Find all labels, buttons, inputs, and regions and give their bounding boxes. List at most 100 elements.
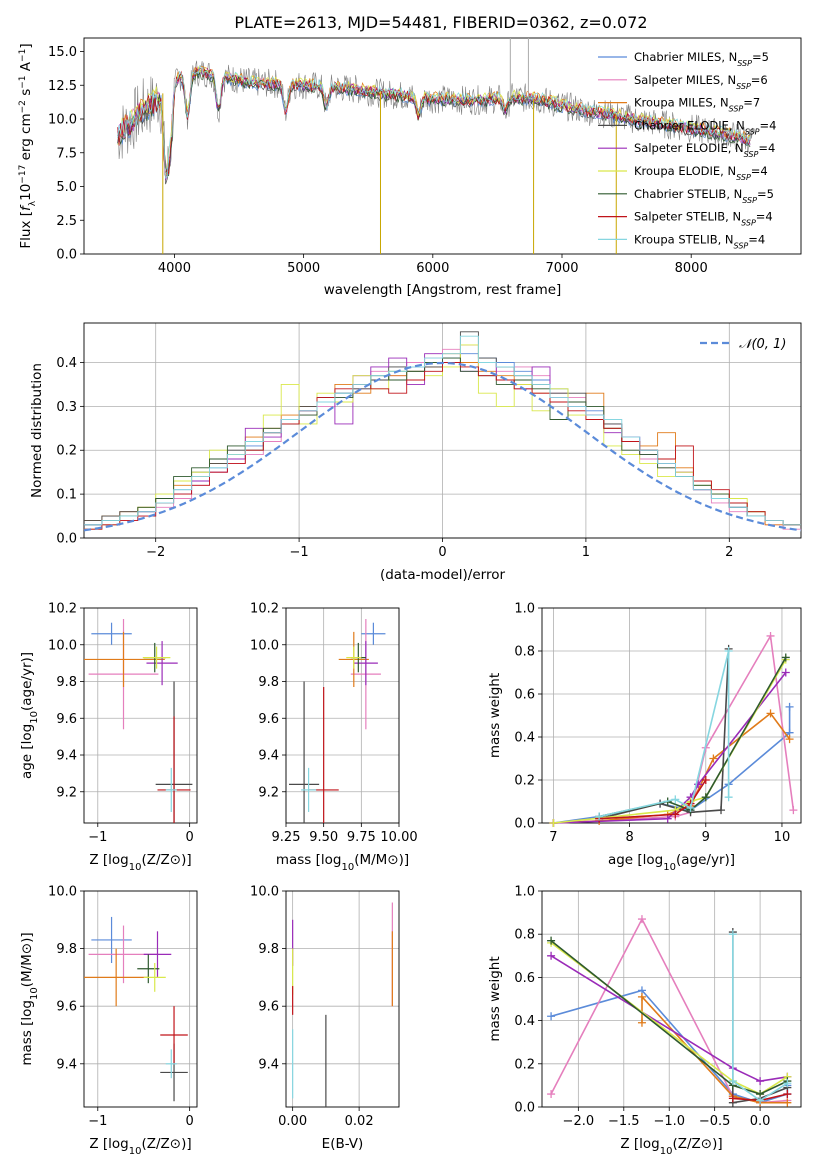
age-vs-mass-ytick-label: 9.6: [258, 712, 279, 727]
massweight-vs-Z-series-marker: [637, 1018, 646, 1027]
age-vs-mass-xlabel: mass [log10(M/M⊙)]: [276, 852, 409, 873]
massweight-vs-age-ylabel: mass weight: [487, 673, 503, 758]
age-vs-Z-ytick-label: 9.6: [56, 712, 77, 727]
spectrum-legend-entry: Kroupa ELODIE, NSSP=4: [634, 164, 768, 182]
spectrum-legend-entry: Kroupa MILES, NSSP=7: [634, 96, 760, 114]
spectrum-xtick-label: 6000: [416, 261, 449, 276]
massweight-vs-Z-series-marker: [637, 992, 646, 1001]
spectrum-legend-entry: Chabrier MILES, NSSP=5: [634, 50, 769, 68]
massweight-vs-age-series-marker: [785, 735, 794, 744]
massweight-vs-age-series-marker: [671, 810, 680, 819]
massweight-vs-age-series-marker: [781, 668, 790, 677]
residuals-panel: −2 −1 0 1 2 0.0 0.1 0.2 0.3 0.4 𝒩(0, 1) (data-model…: [29, 322, 802, 583]
mass-vs-ebv-ytick-label: 9.4: [258, 1057, 279, 1072]
age-vs-Z-ytick-label: 10.0: [48, 638, 77, 653]
massweight-vs-age-series-marker: [785, 702, 794, 711]
massweight-vs-age-series-marker: [549, 819, 558, 827]
residuals-ytick-label: 0.1: [56, 488, 77, 503]
spectrum-panel: 4000 5000 6000 7000 8000 0.0 2.5 5.0 7.5 10.0 12.5…: [18, 37, 802, 298]
massweight-vs-Z-series-line: [732, 934, 788, 1102]
massweight-vs-Z-ytick-label: 0.0: [514, 1101, 535, 1116]
massweight-vs-Z-series-marker: [783, 1090, 792, 1099]
massweight-vs-age-series-marker: [701, 776, 710, 784]
mass-vs-Z-points: [84, 916, 188, 1102]
spectrum-frame: [83, 37, 802, 255]
massweight-vs-age-series-marker: [781, 653, 790, 662]
age-vs-mass-frame: [285, 607, 400, 824]
figure-title: PLATE=2613, MJD=54481, FIBERID=0362, z=0…: [234, 13, 647, 32]
age-vs-mass-xtick-label: 9.50: [309, 830, 338, 845]
spectrum-ytick-label: 15.0: [48, 45, 77, 60]
massweight-vs-age-series-marker: [789, 806, 798, 815]
mass-vs-ebv-ytick-label: 10.0: [250, 885, 279, 900]
massweight-vs-age-series-marker: [766, 631, 775, 640]
massweight-vs-Z-ytick-label: 0.4: [514, 1014, 535, 1029]
mass-vs-Z-ylabel: mass [log10(M/M⊙)]: [19, 932, 40, 1065]
massweight-vs-Z-panel: −2.0 −1.5 −1.0 −0.5 0.0 0.0 0.2 0.4 0.6 0.8 1.0 Z […: [487, 885, 802, 1157]
massweight-vs-age-series-line: [599, 779, 707, 820]
spectrum-xtick-label: 7000: [545, 261, 578, 276]
mass-vs-ebv-xtick-label: 0.00: [278, 1114, 307, 1129]
massweight-vs-age-series-line: [553, 659, 787, 824]
age-vs-Z-frame: [83, 607, 198, 824]
mass-vs-ebv-ytick-label: 9.8: [258, 942, 279, 957]
massweight-vs-age-series-marker: [595, 812, 604, 821]
residuals-ytick-label: 0.4: [56, 356, 77, 371]
residuals-xtick-label: −2: [146, 545, 165, 560]
massweight-vs-Z-series-marker: [783, 1079, 792, 1088]
massweight-vs-Z-series-marker: [547, 936, 556, 945]
massweight-vs-age-xtick-label: 9: [702, 830, 710, 845]
massweight-vs-age-ytick-label: 0.8: [514, 645, 535, 660]
residuals-ytick-label: 0.0: [56, 532, 77, 547]
massweight-vs-age-ytick-label: 0.6: [514, 688, 535, 703]
spectrum-ylabel: Flux [fλ10−17 erg cm−2 s−1 A−1]: [18, 43, 38, 248]
age-vs-mass-xtick-label: 9.25: [272, 830, 301, 845]
massweight-vs-Z-series-marker: [728, 930, 737, 939]
mass-vs-ebv-ytick-label: 9.6: [258, 1000, 279, 1015]
massweight-vs-age-series-marker: [724, 793, 733, 802]
massweight-vs-age-series-line: [553, 706, 791, 824]
massweight-vs-age-series-marker: [686, 803, 695, 812]
spectrum-xtick-label: 4000: [158, 261, 191, 276]
age-vs-Z-ytick-label: 10.2: [48, 602, 77, 617]
massweight-vs-Z-xtick-label: −0.5: [699, 1114, 731, 1129]
age-vs-Z-ylabel: age [log10(age/yr)]: [19, 652, 40, 779]
massweight-vs-age-ytick-label: 0.2: [514, 774, 535, 789]
mass-vs-ebv-points: [292, 902, 393, 1107]
massweight-vs-age-xtick-label: 10: [774, 830, 791, 845]
spectrum-lines: [117, 38, 756, 254]
massweight-vs-age-series-marker: [701, 793, 710, 802]
residual-histogram-step: [84, 362, 801, 530]
massweight-vs-Z-ytick-label: 0.8: [514, 928, 535, 943]
massweight-vs-Z-series-marker: [547, 1012, 556, 1021]
spectrum-legend-entry: Salpeter MILES, NSSP=6: [634, 73, 768, 91]
spectrum-legend-entry: Chabrier STELIB, NSSP=5: [634, 187, 774, 205]
mass-vs-Z-xtick-label: −1: [88, 1114, 107, 1129]
residuals-xtick-label: 2: [725, 545, 733, 560]
massweight-vs-age-series-marker: [663, 814, 672, 823]
spectrum-ytick-label: 12.5: [48, 79, 77, 94]
age-vs-Z-xtick-label: −1: [88, 830, 107, 845]
massweight-vs-age-frame: [541, 607, 802, 824]
spectrum-legend-entry: Salpeter ELODIE, NSSP=4: [634, 141, 775, 159]
massweight-vs-Z-ylabel: mass weight: [487, 956, 503, 1041]
massweight-vs-Z-series-line: [550, 942, 788, 1095]
massweight-vs-age-series-marker: [671, 795, 680, 804]
normal-curve-line: [83, 361, 802, 532]
massweight-vs-Z-series-marker: [783, 1098, 792, 1107]
age-vs-mass-ytick-label: 10.0: [250, 638, 279, 653]
age-vs-Z-xtick-label: 0: [186, 830, 194, 845]
massweight-vs-age-panel: 7 8 9 10 0.0 0.2 0.4 0.6 0.8 1.0 age [log10(age/yr…: [487, 602, 802, 873]
residuals-xlabel: (data-model)/error: [380, 567, 506, 583]
age-vs-Z-panel: −1 0 9.2 9.4 9.6 9.8 10.0 10.2 Z [log10(Z/Z⊙)] ag…: [19, 602, 198, 873]
massweight-vs-Z-xtick-label: −1.0: [653, 1114, 685, 1129]
massweight-vs-age-xtick-label: 8: [625, 830, 633, 845]
age-vs-Z-points: [84, 619, 193, 823]
massweight-vs-Z-series-line: [550, 940, 788, 1095]
spectrum-ytick-label: 5.0: [56, 180, 77, 195]
mass-vs-Z-xtick-label: 0: [186, 1114, 194, 1129]
spectrum-legend-entry: Chabrier ELODIE, NSSP=4: [634, 118, 776, 136]
massweight-vs-Z-xtick-label: −1.5: [608, 1114, 640, 1129]
age-vs-mass-points: [289, 619, 386, 823]
